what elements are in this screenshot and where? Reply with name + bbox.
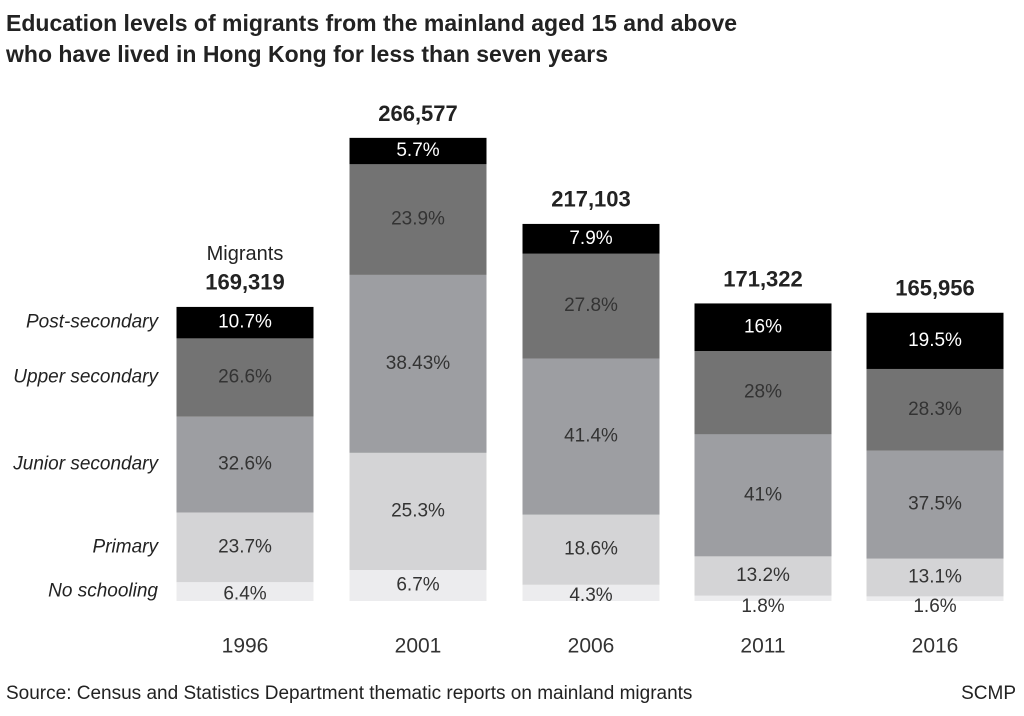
segment-label: 5.7% xyxy=(396,140,439,161)
bar-segment xyxy=(522,358,660,515)
bar-segment xyxy=(694,351,832,435)
bar-segment xyxy=(176,338,314,417)
bar-segment xyxy=(349,452,487,570)
segment-label: 6.4% xyxy=(223,584,266,605)
x-tick-label: 2016 xyxy=(912,635,959,658)
segment-label: 38.43% xyxy=(386,353,451,374)
segment-label: 41% xyxy=(744,484,782,505)
total-caption: Migrants xyxy=(207,243,284,265)
x-tick-label: 1996 xyxy=(222,635,269,658)
segment-label: 1.6% xyxy=(913,596,956,617)
bar-segment xyxy=(176,416,314,513)
segment-label: 32.6% xyxy=(218,454,272,475)
segment-label: 27.8% xyxy=(564,295,618,316)
segment-label: 6.7% xyxy=(396,575,439,596)
bar-segment xyxy=(349,569,487,601)
legend-label: No schooling xyxy=(48,581,158,602)
bar-segment xyxy=(866,558,1004,597)
segment-label: 18.6% xyxy=(564,539,618,560)
segment-label: 10.7% xyxy=(218,312,272,333)
legend-label: Primary xyxy=(93,536,160,557)
source: Source: Census and Statistics Department… xyxy=(6,683,692,704)
bar-segment xyxy=(349,164,487,275)
bar-segment xyxy=(866,368,1004,451)
segment-label: 7.9% xyxy=(569,228,612,249)
segment-label: 28% xyxy=(744,382,782,403)
bar-segment xyxy=(866,596,1004,601)
segment-label: 13.1% xyxy=(908,567,962,588)
total-label: 165,956 xyxy=(895,276,975,301)
x-tick-label: 2001 xyxy=(395,635,442,658)
bar-segment xyxy=(866,312,1004,369)
bar-segment xyxy=(522,253,660,359)
bar-segment xyxy=(349,137,487,165)
legend-label: Post-secondary xyxy=(26,312,160,333)
bar-segment xyxy=(176,582,314,601)
total-label: 169,319 xyxy=(205,270,285,295)
bar-segment xyxy=(694,595,832,601)
total-label: 171,322 xyxy=(723,266,803,291)
segment-label: 41.4% xyxy=(564,426,618,447)
bar-segment xyxy=(522,514,660,585)
bar-segment xyxy=(349,274,487,453)
bar-segment xyxy=(694,434,832,557)
chart-title: Education levels of migrants from the ma… xyxy=(6,10,737,36)
legend-label: Upper secondary xyxy=(13,367,159,388)
segment-label: 26.6% xyxy=(218,367,272,388)
segment-label: 1.8% xyxy=(741,596,784,617)
bar-segment xyxy=(176,512,314,583)
chart-title: who have lived in Hong Kong for less tha… xyxy=(5,41,608,67)
bar-segment xyxy=(694,303,832,352)
total-label: 266,577 xyxy=(378,101,458,126)
segment-label: 13.2% xyxy=(736,565,790,586)
segment-label: 16% xyxy=(744,316,782,337)
bar-segment xyxy=(694,556,832,596)
bar-segment xyxy=(176,306,314,339)
segment-label: 23.9% xyxy=(391,209,445,230)
segment-label: 37.5% xyxy=(908,494,962,515)
x-tick-label: 2006 xyxy=(568,635,615,658)
segment-label: 23.7% xyxy=(218,536,272,557)
x-tick-label: 2011 xyxy=(740,635,785,658)
legend-label: Junior secondary xyxy=(12,454,159,475)
credit: SCMP xyxy=(961,683,1016,704)
segment-label: 4.3% xyxy=(569,585,612,606)
segment-label: 28.3% xyxy=(908,399,962,420)
bar-segment xyxy=(522,223,660,254)
bar-segment xyxy=(866,450,1004,559)
total-label: 217,103 xyxy=(551,187,631,212)
bar-segment xyxy=(522,584,660,601)
segment-label: 25.3% xyxy=(391,500,445,521)
segment-label: 19.5% xyxy=(908,330,962,351)
